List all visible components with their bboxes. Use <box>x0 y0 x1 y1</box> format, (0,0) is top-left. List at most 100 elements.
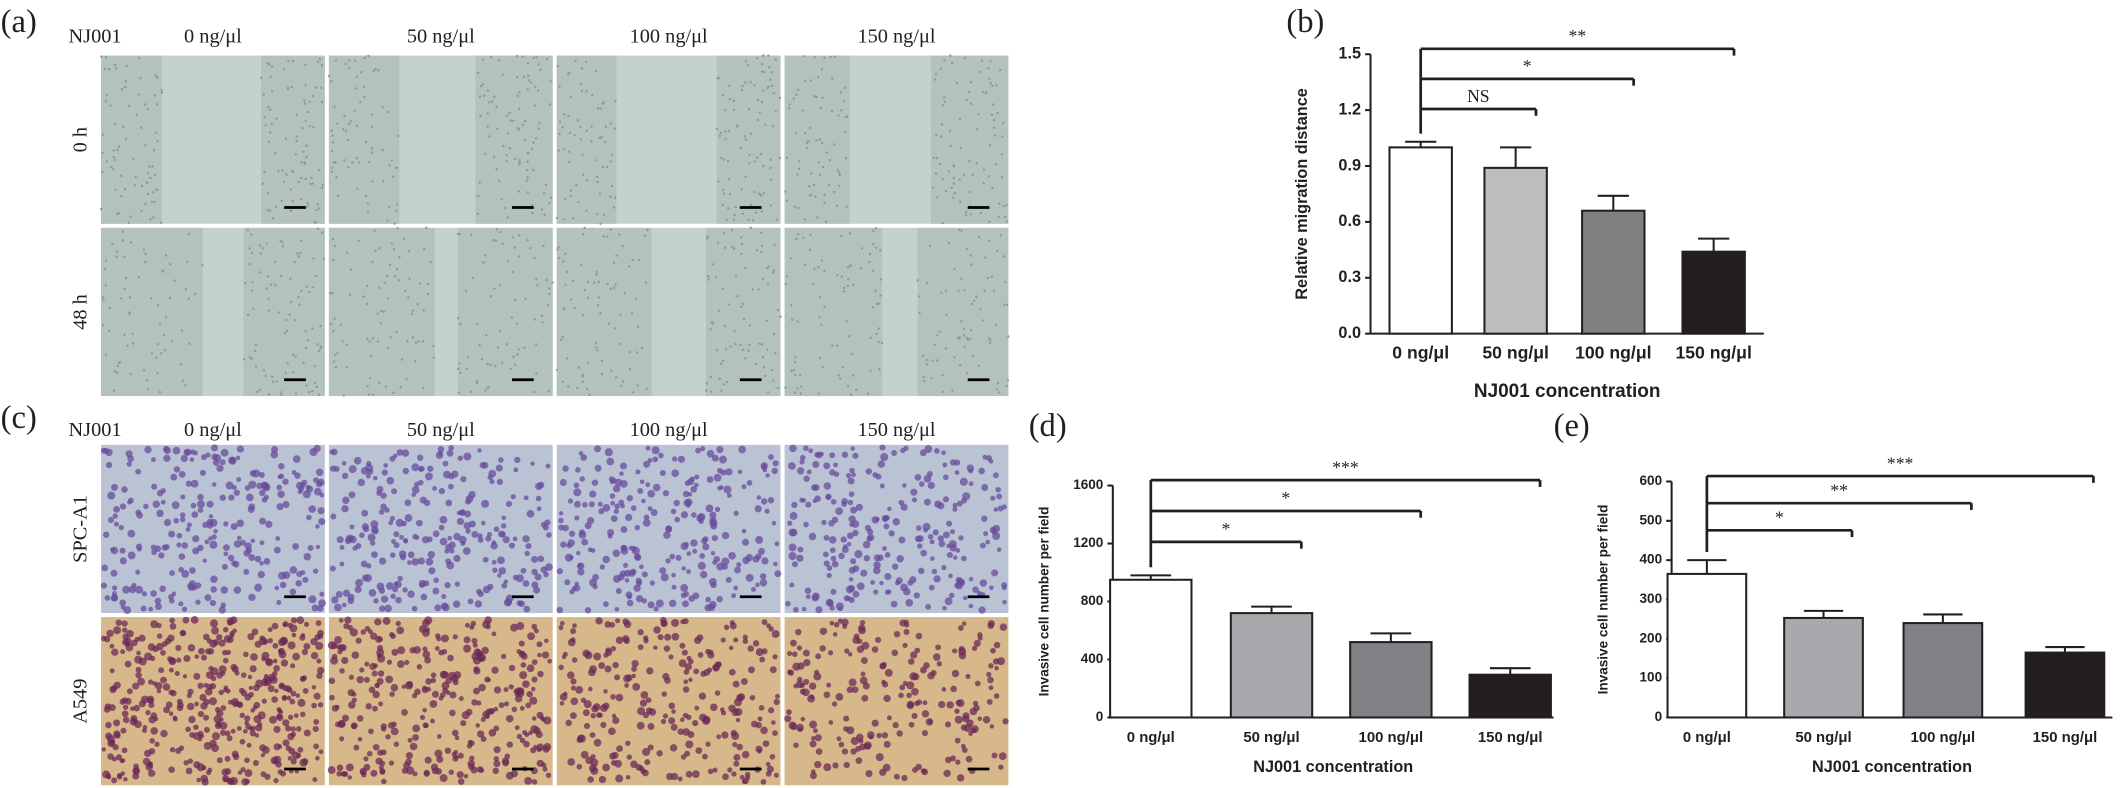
stained-cell <box>135 585 144 594</box>
stained-cell <box>745 573 754 582</box>
cell <box>518 159 521 162</box>
stained-cell <box>687 731 695 739</box>
cell <box>393 222 396 225</box>
cell <box>715 127 719 130</box>
stained-cell <box>637 487 644 494</box>
stained-cell <box>209 599 217 607</box>
stained-cell <box>714 506 721 513</box>
stained-cell <box>790 639 797 647</box>
cell <box>614 196 617 199</box>
stained-cell <box>793 683 799 689</box>
stained-cell <box>124 660 132 668</box>
cell <box>953 267 956 271</box>
stained-cell <box>477 730 485 738</box>
stained-cell <box>692 548 698 554</box>
stained-cell <box>991 752 998 759</box>
stained-cell <box>961 621 967 626</box>
bar <box>1581 209 1646 335</box>
stained-cell <box>260 771 267 778</box>
stained-cell <box>531 568 538 576</box>
stained-cell <box>757 748 762 754</box>
stained-cell <box>830 498 837 505</box>
cell <box>945 313 948 317</box>
cell <box>169 263 172 266</box>
cell <box>259 271 262 274</box>
cell <box>261 182 264 185</box>
stained-cell <box>254 733 260 738</box>
cell <box>343 115 346 118</box>
cell <box>931 186 935 189</box>
cell <box>518 161 521 164</box>
stained-cell <box>192 547 200 555</box>
stained-cell <box>991 569 999 577</box>
panel-label: (b) <box>1286 4 1324 40</box>
cell <box>521 55 524 58</box>
stained-cell <box>376 648 385 657</box>
stained-cell <box>787 520 793 526</box>
cell <box>457 391 461 394</box>
stained-cell <box>439 670 448 679</box>
stained-cell <box>463 452 472 461</box>
stained-cell <box>327 641 337 650</box>
stained-cell <box>355 637 362 644</box>
stained-cell <box>653 606 659 612</box>
stained-cell <box>518 640 525 647</box>
stained-cell <box>482 556 489 563</box>
stained-cell <box>349 524 355 530</box>
cell <box>711 322 715 325</box>
stained-cell <box>609 752 617 760</box>
stained-cell <box>599 564 606 570</box>
stained-cell <box>100 447 107 454</box>
bar <box>1666 572 1748 719</box>
stained-cell <box>653 645 658 650</box>
stained-cell <box>576 763 583 770</box>
cell <box>497 59 501 62</box>
stained-cell <box>896 730 903 737</box>
cell <box>947 241 951 245</box>
stained-cell <box>404 499 412 507</box>
cell <box>618 233 621 236</box>
stained-cell <box>593 703 601 711</box>
cell <box>565 357 569 360</box>
stained-cell <box>943 769 951 778</box>
cell <box>479 84 483 88</box>
stained-cell <box>859 676 868 685</box>
cell <box>562 218 565 221</box>
cell <box>606 235 609 238</box>
stained-cell <box>150 544 157 551</box>
cell <box>271 217 275 220</box>
stained-cell <box>733 698 742 707</box>
x-tick-label: 0 ng/μl <box>1392 343 1449 363</box>
cell <box>104 353 107 357</box>
cell <box>821 141 824 145</box>
cell <box>940 123 944 126</box>
stained-cell <box>996 547 1002 552</box>
cell <box>823 305 826 309</box>
stained-cell <box>168 711 174 716</box>
cell <box>101 296 105 299</box>
stained-cell <box>169 617 176 624</box>
cell <box>124 80 128 83</box>
stained-cell <box>986 699 993 705</box>
cell <box>103 67 107 71</box>
cell <box>509 367 512 370</box>
cell <box>279 391 282 394</box>
stained-cell <box>536 746 542 753</box>
stained-cell <box>178 601 184 607</box>
stained-cell <box>637 644 644 651</box>
cell <box>838 184 841 188</box>
stained-cell <box>602 702 610 710</box>
stained-cell <box>635 469 641 475</box>
cell <box>382 180 385 183</box>
cell <box>355 124 359 128</box>
cell <box>596 180 599 184</box>
stained-cell <box>182 616 190 624</box>
stained-cell <box>588 764 597 772</box>
cell <box>555 216 559 220</box>
cell <box>879 249 882 252</box>
stained-cell <box>573 584 581 592</box>
cell <box>311 389 314 393</box>
stained-cell <box>491 540 497 545</box>
cell <box>771 124 775 128</box>
stained-cell <box>952 502 958 508</box>
